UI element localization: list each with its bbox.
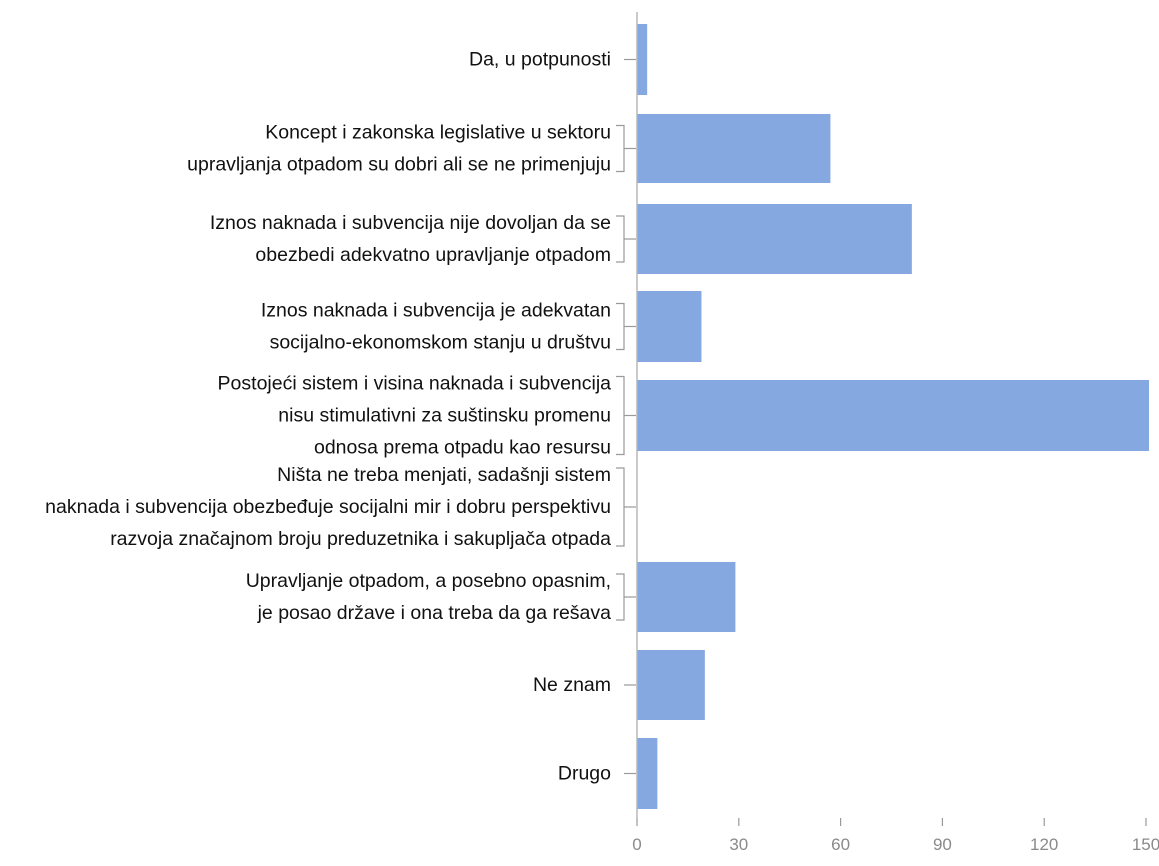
label-bracket [616, 124, 625, 173]
category-label: je posao države i ona treba da ga rešava [257, 602, 612, 624]
category-labels: Da, u potpunosti Koncept i zakonska legis… [45, 49, 611, 785]
category-label: Iznos naknada i subvencija nije dovoljan… [210, 212, 611, 234]
category-label: razvoja značajnom broju preduzetnika i s… [110, 528, 611, 550]
axes [616, 12, 638, 818]
label-bracket [616, 215, 625, 263]
category-label: nisu stimulativni za suštinsku promenu [278, 405, 611, 427]
category-label: Da, u potpunosti [469, 49, 611, 71]
x-tick-label: 30 [729, 835, 748, 854]
label-bracket [616, 302, 625, 351]
category-label: Drugo [558, 763, 611, 785]
category-label: upravljanja otpadom su dobri ali se ne p… [187, 154, 611, 176]
category-label: Upravljanje otpadom, a posebno opasnim, [246, 570, 611, 592]
bar-series [637, 24, 1149, 809]
x-tick-label: 150 [1132, 835, 1159, 854]
category-label: Ništa ne treba menjati, sadašnji sistem [277, 464, 611, 486]
bar [637, 291, 702, 362]
label-bracket [616, 375, 625, 456]
bar [637, 562, 736, 632]
bar [637, 380, 1149, 451]
x-axis-ticks: 0 30 60 90 120 150 [632, 818, 1159, 854]
category-label: socijalno-ekonomskom stanju u društvu [270, 332, 611, 354]
bar [637, 650, 705, 720]
label-bracket [616, 573, 625, 621]
bar [637, 114, 831, 183]
bar [637, 24, 648, 95]
category-label: odnosa prema otpadu kao resursu [314, 437, 611, 459]
label-bracket [616, 467, 625, 547]
x-tick-label: 120 [1030, 835, 1058, 854]
x-tick-label: 60 [831, 835, 850, 854]
x-tick-label: 90 [933, 835, 952, 854]
category-label: Ne znam [533, 674, 611, 696]
category-label: obezbedi adekvatno upravljanje otpadom [255, 244, 611, 266]
category-label: Postojeći sistem i visina naknada i subv… [218, 373, 612, 395]
category-label: naknada i subvencija obezbeđuje socijaln… [45, 496, 611, 518]
category-label: Iznos naknada i subvencija je adekvatan [261, 300, 611, 322]
bar [637, 204, 912, 274]
bar [637, 738, 658, 809]
x-tick-label: 0 [632, 835, 641, 854]
category-label: Koncept i zakonska legislative u sektoru [265, 122, 611, 144]
